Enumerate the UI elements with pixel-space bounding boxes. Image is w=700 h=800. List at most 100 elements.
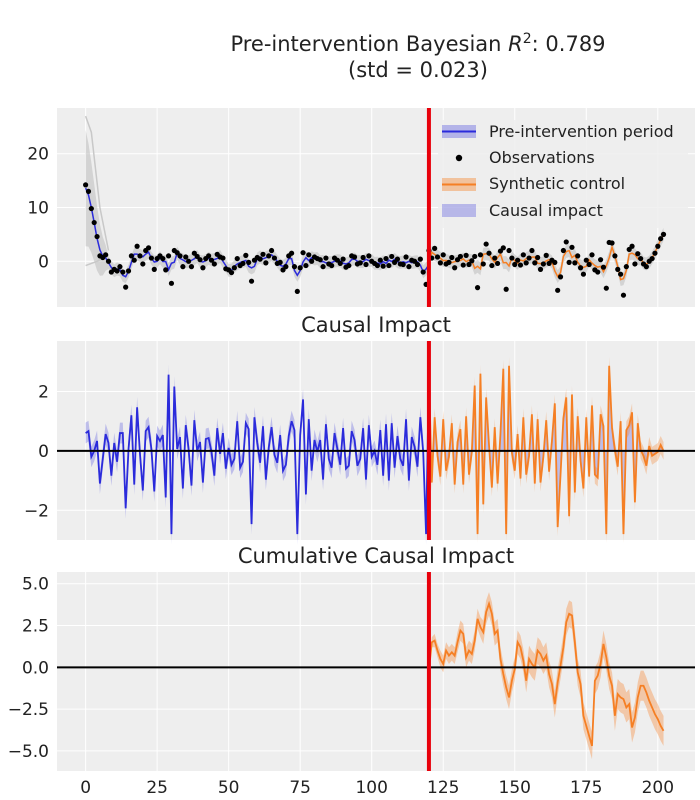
observation-point xyxy=(297,265,303,271)
observation-point xyxy=(560,247,566,254)
observation-point xyxy=(125,268,132,274)
observation-point xyxy=(117,264,123,270)
observation-point xyxy=(177,253,183,259)
observation-point xyxy=(557,274,564,280)
observation-point xyxy=(512,261,518,268)
observation-point xyxy=(575,253,581,259)
observation-point xyxy=(595,269,601,275)
observation-point xyxy=(566,259,572,265)
observation-point xyxy=(580,271,587,277)
observation-point xyxy=(623,264,629,270)
observation-point xyxy=(629,243,635,249)
observation-point xyxy=(208,257,215,263)
observation-point xyxy=(486,250,492,256)
observation-point xyxy=(128,253,134,259)
y-tick-label: 20 xyxy=(27,145,49,165)
observation-point xyxy=(492,255,498,261)
observation-point xyxy=(446,259,452,265)
observation-point xyxy=(474,285,481,291)
observation-point xyxy=(134,243,140,249)
observation-point xyxy=(337,260,343,267)
x-tick-label: 125 xyxy=(427,778,459,798)
observation-point xyxy=(655,243,661,249)
observation-point xyxy=(366,253,372,259)
observation-point xyxy=(248,278,255,284)
y-tick-label: 5.0 xyxy=(22,575,49,595)
observation-point xyxy=(374,262,381,269)
y-tick-label: 2 xyxy=(38,382,49,402)
observation-point xyxy=(432,245,438,251)
observation-point xyxy=(463,252,469,258)
observation-point xyxy=(220,255,226,261)
observation-point xyxy=(340,256,346,262)
observation-point xyxy=(440,252,446,258)
observation-point xyxy=(526,255,532,261)
observation-point xyxy=(658,236,664,242)
x-tick-label: 25 xyxy=(146,778,168,798)
panel1-y-ticks: 0 10 20 xyxy=(27,145,49,273)
observation-point xyxy=(589,252,595,258)
observation-point xyxy=(306,252,312,258)
observation-point xyxy=(649,255,655,262)
figure-title-line2: (std = 0.023) xyxy=(348,58,488,82)
legend-swatch-causal-impact xyxy=(442,204,476,217)
observation-point xyxy=(317,257,323,263)
observation-point xyxy=(603,285,609,291)
y-tick-label: 0 xyxy=(38,252,49,272)
figure-title-line1: Pre-intervention Bayesian R2: 0.789 xyxy=(230,31,605,56)
observation-point xyxy=(91,219,97,226)
observation-point xyxy=(520,252,526,258)
observation-point xyxy=(243,252,249,258)
observation-point xyxy=(583,257,589,263)
cumulative-line xyxy=(428,600,665,747)
observation-point xyxy=(228,269,235,276)
observation-point xyxy=(211,261,217,267)
observation-point xyxy=(85,188,92,194)
observation-point xyxy=(612,253,618,259)
x-tick-label: 150 xyxy=(499,778,531,798)
observation-point xyxy=(380,263,386,269)
observation-point xyxy=(383,255,389,262)
observation-point xyxy=(500,245,506,251)
observations-panel: 0 10 20 Pre-intervention period Observatio… xyxy=(27,108,695,307)
observation-point xyxy=(360,254,366,261)
observation-point xyxy=(643,264,649,270)
panel3-title: Cumulative Causal Impact xyxy=(238,544,514,568)
posterior-upper-trace xyxy=(84,115,110,251)
panel1-content xyxy=(83,108,667,307)
observation-point xyxy=(620,292,627,298)
observation-point xyxy=(266,253,272,259)
x-tick-label: 50 xyxy=(218,778,240,798)
observation-point xyxy=(123,284,129,290)
observation-point xyxy=(329,262,335,269)
impact-line-post xyxy=(428,365,665,535)
observation-point xyxy=(231,265,237,271)
observation-point xyxy=(535,254,541,261)
observation-point xyxy=(137,253,143,259)
observation-point xyxy=(168,280,175,286)
observation-point xyxy=(597,257,604,263)
y-tick-label: 0 xyxy=(38,442,49,462)
observation-point xyxy=(103,252,109,258)
observation-point xyxy=(449,254,455,261)
observation-point xyxy=(88,205,94,212)
observation-point xyxy=(555,287,561,293)
observation-point xyxy=(503,286,509,292)
observation-point xyxy=(489,262,495,269)
observation-point xyxy=(357,260,363,266)
observation-point xyxy=(246,259,252,265)
observation-point xyxy=(163,267,169,273)
observation-point xyxy=(263,260,269,266)
observation-point xyxy=(386,262,392,269)
panel2-y-ticks: −2 0 2 xyxy=(24,382,49,521)
observation-point xyxy=(283,264,289,270)
observation-point xyxy=(140,261,146,267)
x-tick-label: 75 xyxy=(289,778,311,798)
observation-point xyxy=(240,260,246,267)
panel3-y-ticks: −5.0 −2.5 0.0 2.5 5.0 xyxy=(8,575,49,762)
observation-point xyxy=(537,266,544,272)
observation-point xyxy=(529,247,535,254)
observation-point xyxy=(363,261,369,268)
observation-point xyxy=(515,257,521,263)
observation-point xyxy=(389,253,395,260)
